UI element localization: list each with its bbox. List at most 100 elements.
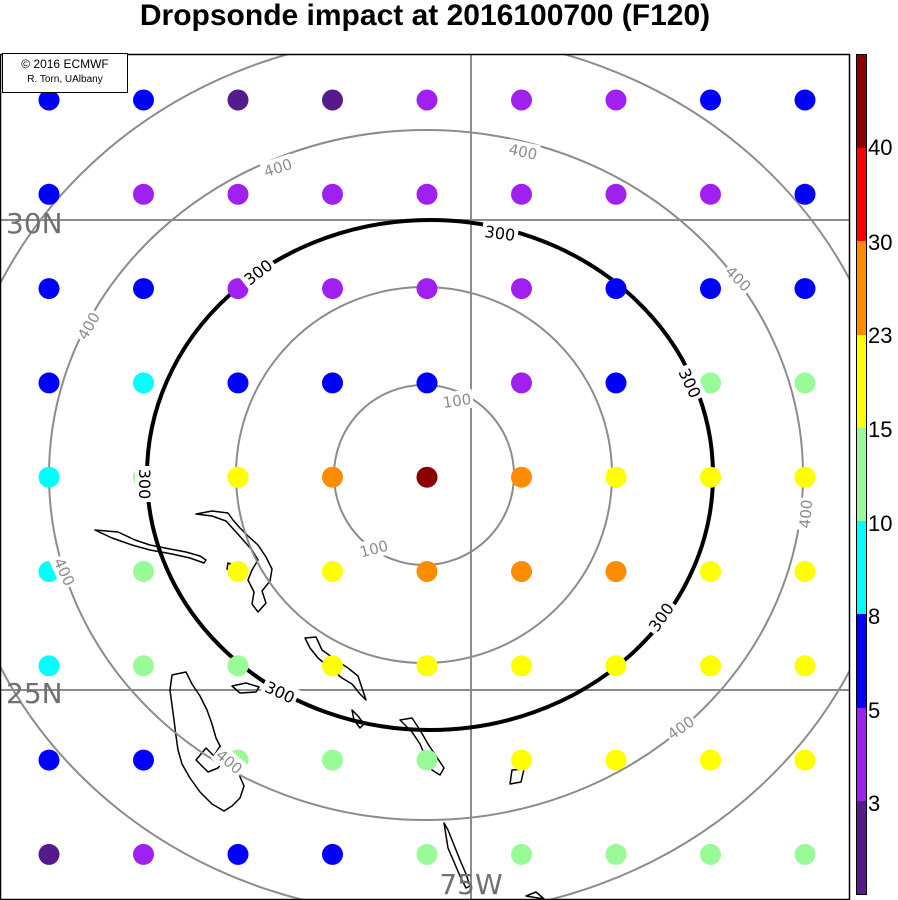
contour-label-300-top: 300 [483, 222, 516, 245]
impact-dot [38, 655, 60, 677]
impact-dot [605, 466, 627, 488]
impact-dot [133, 843, 154, 865]
impact-dot [416, 561, 438, 582]
impact-dot [794, 89, 816, 111]
impact-dot [511, 655, 532, 677]
impact-dot [38, 466, 60, 488]
lat-label-25n: 25N [6, 677, 63, 710]
colorbar-tick-15: 15 [868, 417, 893, 442]
impact-dot [511, 749, 532, 771]
colorbar-tick-3: 3 [868, 791, 881, 816]
contour-label-400-top-right: 400 [507, 140, 539, 164]
impact-dot [794, 278, 816, 300]
impact-dot [794, 655, 816, 677]
impact-dot [605, 655, 627, 677]
colorbar-tick-30: 30 [868, 230, 893, 255]
impact-dot [605, 372, 627, 394]
impact-dot [511, 561, 532, 582]
impact-dot [605, 183, 627, 205]
impact-dot [133, 561, 154, 582]
long-island [443, 822, 471, 889]
impact-dot [700, 372, 721, 394]
colorbar-tick-8: 8 [868, 604, 881, 629]
impact-dot [133, 655, 154, 677]
impact-dot [38, 843, 60, 865]
impact-dot [416, 89, 438, 111]
impact-dot [416, 843, 438, 865]
lon-label-75w: 75W [439, 868, 502, 900]
crooked-island [525, 891, 545, 900]
impact-dot [794, 749, 816, 771]
impact-dot [605, 843, 627, 865]
impact-dot [700, 749, 721, 771]
andros-island [169, 671, 245, 812]
impact-dot [322, 561, 343, 582]
contour-label-300-left: 300 [135, 469, 154, 500]
impact-dot [794, 183, 816, 205]
colorbar-segment [857, 427, 866, 522]
impact-dot [227, 843, 249, 865]
impact-dot [794, 372, 816, 394]
eleuthera-island [304, 636, 367, 701]
colorbar-segment [857, 55, 866, 149]
impact-dot [322, 183, 343, 205]
impact-dot [322, 749, 343, 771]
colorbar-segment [857, 800, 866, 895]
impact-dot [700, 466, 721, 488]
colorbar-tick-23: 23 [868, 323, 893, 348]
exuma-cays [351, 709, 365, 729]
colorbar-segment [857, 614, 866, 709]
impact-dot [700, 843, 721, 865]
impact-dot [322, 372, 343, 394]
impact-dot [416, 749, 438, 771]
impact-dot [511, 843, 532, 865]
impact-dot [38, 749, 60, 771]
impact-dot [700, 655, 721, 677]
author-credit: R. Torn, UAlbany [27, 74, 103, 85]
impact-dot [227, 89, 249, 111]
colorbar-segment [857, 521, 866, 615]
impact-dot [322, 278, 343, 300]
colorbar-tick-40: 40 [868, 135, 893, 160]
impact-dot [322, 843, 343, 865]
impact-dot [511, 466, 532, 488]
impact-dot [38, 89, 60, 111]
impact-dot [700, 561, 721, 582]
colorbar-segment [857, 241, 866, 336]
impact-dot [227, 278, 249, 300]
impact-dot [227, 466, 249, 488]
impact-dot [322, 466, 343, 488]
contour-labels: 100 100 300 300 300 300 300 300 [49, 138, 817, 780]
impact-dot [700, 89, 721, 111]
impact-dot [794, 466, 816, 488]
impact-dot [511, 372, 532, 394]
impact-dot [700, 183, 721, 205]
impact-dot [38, 278, 60, 300]
san-salvador [509, 768, 525, 785]
impact-dot [227, 561, 249, 582]
colorbar-segment [857, 148, 866, 242]
impact-dot [227, 372, 249, 394]
copyright-box: © 2016 ECMWF R. Torn, UAlbany [2, 53, 128, 93]
impact-dot [133, 183, 154, 205]
distance-contours [0, 54, 850, 900]
impact-dot [416, 655, 438, 677]
impact-dot [416, 466, 438, 488]
impact-dot [605, 561, 627, 582]
impact-dot [416, 278, 438, 300]
new-providence [231, 682, 260, 694]
impact-dot [133, 278, 154, 300]
contour-500 [0, 54, 850, 900]
grand-bahama-island [94, 529, 207, 564]
impact-dot [511, 278, 532, 300]
impact-dot [605, 278, 627, 300]
impact-dot [133, 372, 154, 394]
impact-dot [416, 372, 438, 394]
impact-dot [227, 183, 249, 205]
colorbar-segment [857, 334, 866, 429]
impact-dot [700, 278, 721, 300]
map-title: Dropsonde impact at 2016100700 (F120) [139, 0, 711, 32]
impact-dot [605, 89, 627, 111]
impact-dot [605, 749, 627, 771]
impact-dot [322, 89, 343, 111]
